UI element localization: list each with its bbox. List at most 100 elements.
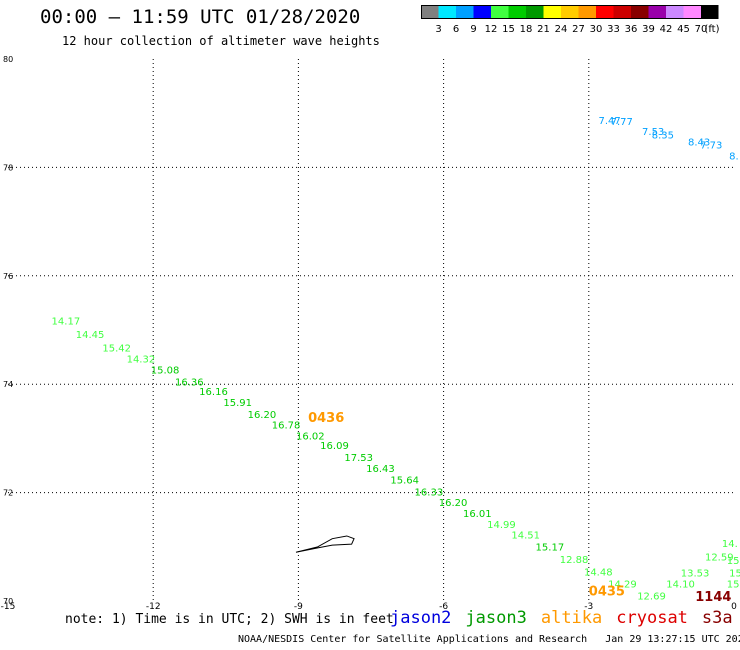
swh-value-label: 16.20	[248, 410, 277, 421]
colorbar-label: 42	[660, 24, 673, 35]
swh-value-label: 16.78	[272, 421, 301, 432]
satellite-legend-jason2: jason2	[390, 608, 452, 628]
colorbar-swatch	[578, 5, 596, 19]
swh-value-label: 14.29	[608, 579, 637, 590]
swh-value-label: 14.32	[127, 355, 156, 366]
color-scale-legend: 3 6 9 12 15 18 21 24 27 30 33 36 39 42 45 70(ft)	[421, 5, 720, 35]
swh-value-label: 15.64	[390, 475, 419, 486]
y-tick-label: 76	[3, 272, 13, 281]
colorbar-swatch	[473, 5, 491, 19]
swh-value-label: 14.51	[511, 531, 540, 542]
swh-value-label: 7.77	[611, 117, 633, 128]
swh-value-label: 13.53	[681, 569, 710, 580]
swh-value-label: 15.42	[102, 344, 131, 355]
colorbar-label: 33	[607, 24, 620, 35]
colorbar-label: 12	[485, 24, 498, 35]
swh-value-label: 7.73	[700, 140, 722, 151]
colorbar-swatch	[648, 5, 666, 19]
colorbar-swatch	[543, 5, 561, 19]
swh-value-label: 16.09	[320, 441, 349, 452]
colorbar-swatch	[666, 5, 684, 19]
satellite-legend-altika: altika	[540, 608, 603, 628]
colorbar-label: 24	[555, 24, 568, 35]
colorbar-swatch	[561, 5, 579, 19]
swh-value-label: 16.43	[366, 464, 395, 475]
note-text: note: 1) Time is in UTC; 2) SWH is in fe…	[65, 612, 394, 627]
swh-value-label: 16.01	[463, 509, 492, 520]
x-tick-label: -6	[439, 602, 448, 612]
colorbar-label: 27	[572, 24, 585, 35]
colorbar-swatch	[438, 5, 456, 19]
colorbar-swatch	[508, 5, 526, 19]
satellite-legend-jason3: jason3	[465, 608, 527, 628]
swh-value-label: 8.43	[688, 138, 710, 149]
x-tick-label: -12	[146, 602, 161, 612]
y-tick-label: 72	[3, 489, 13, 498]
colorbar-swatch	[596, 5, 614, 19]
coastline-outline	[295, 535, 355, 553]
swh-value-label: 15	[727, 556, 740, 567]
swh-value-label: 14.99	[487, 520, 516, 531]
x-tick-label: 0	[731, 602, 737, 612]
swh-value-label: 14.17	[52, 317, 81, 328]
swh-value-label: 15	[727, 579, 740, 590]
swh-value-label: 12.69	[637, 591, 666, 602]
y-tick-label: 70	[3, 597, 13, 606]
satellite-legend-s3a: s3a	[701, 608, 733, 628]
colorbar-label: 45	[677, 24, 690, 35]
satellite-legend-cryosat: cryosat	[616, 608, 688, 628]
x-tick-label: -9	[294, 602, 303, 612]
colorbar-swatch	[421, 5, 439, 19]
colorbar-swatch	[491, 5, 509, 19]
swh-value-label: 14.48	[584, 568, 613, 579]
colorbar-swatch	[701, 5, 719, 19]
y-tick-label: 78	[3, 163, 13, 172]
swh-value-label: 16.20	[439, 498, 468, 509]
swh-value-label: 16.02	[296, 431, 325, 442]
pass-time-label: 0436	[308, 411, 344, 426]
colorbar-swatch	[683, 5, 701, 19]
chart-title: 00:00 – 11:59 UTC 01/28/2020	[40, 6, 361, 28]
swh-value-label: 15.91	[223, 398, 252, 409]
swh-value-label: 8.35	[652, 131, 674, 142]
colorbar-label: 30	[590, 24, 603, 35]
colorbar-label: 6	[453, 24, 459, 35]
colorbar-unit: (ft)	[704, 24, 719, 35]
footer-credit: NOAA/NESDIS Center for Satellite Applica…	[238, 634, 740, 645]
y-tick-label: 74	[3, 380, 13, 389]
swh-value-label: 14.45	[76, 330, 105, 341]
swh-value-label: 7.53	[642, 127, 664, 138]
pass-time-label: 0435	[589, 585, 625, 600]
colorbar-label: 18	[520, 24, 533, 35]
colorbar-swatch	[631, 5, 649, 19]
swh-value-label: 14.10	[666, 579, 695, 590]
colorbar-label: 21	[537, 24, 550, 35]
colorbar-label: 9	[470, 24, 476, 35]
swh-value-label: 14.	[722, 539, 738, 550]
pass-time-label: 1144	[695, 590, 731, 605]
swh-value-label: 15.17	[536, 543, 565, 554]
swh-value-label: 17.53	[344, 453, 373, 464]
swh-value-label: 7.47	[598, 116, 620, 127]
swh-value-label: 8.	[729, 151, 739, 162]
colorbar-border	[421, 5, 719, 19]
swh-value-label: 16.36	[175, 377, 204, 388]
satellite-legend: jason2 jason3 altika cryosat s3a	[390, 608, 740, 628]
swh-value-label: 12.88	[560, 555, 589, 566]
x-tick-label: -3	[584, 602, 593, 612]
colorbar-label: 70	[695, 24, 708, 35]
swh-value-label: 16.16	[199, 387, 228, 398]
colorbar-label: 39	[642, 24, 655, 35]
colorbar-label: 3	[435, 24, 441, 35]
colorbar-label: 36	[625, 24, 638, 35]
y-tick-label: 80	[3, 55, 13, 64]
swh-value-label: 15	[729, 569, 740, 580]
colorbar-swatch	[526, 5, 544, 19]
chart-subtitle: 12 hour collection of altimeter wave hei…	[62, 34, 380, 48]
swh-value-label: 16.33	[415, 487, 444, 498]
colorbar-label: 15	[502, 24, 515, 35]
x-tick-label: -15	[1, 602, 16, 612]
swh-value-label: 15.08	[151, 365, 180, 376]
